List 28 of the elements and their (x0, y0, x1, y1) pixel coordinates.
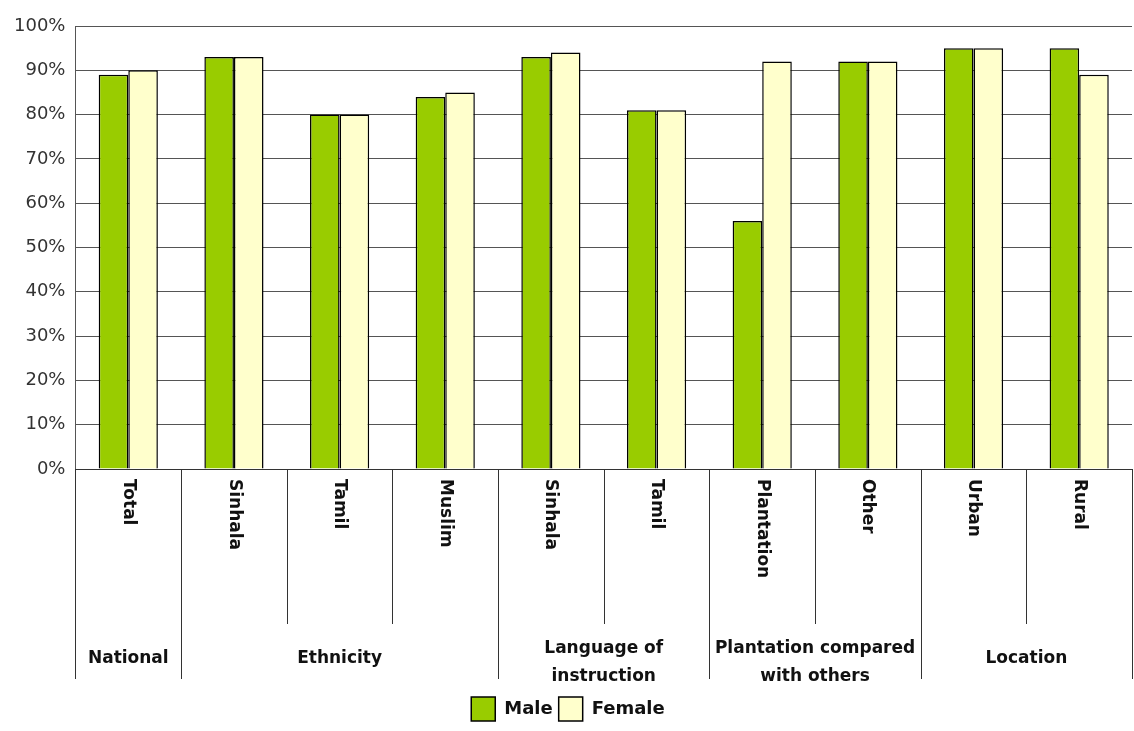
y-tick-label: 70% (25, 146, 66, 168)
y-tick-label: 10% (25, 412, 66, 434)
text: Ethnicity (297, 647, 383, 668)
x-tick-label: Plantation (753, 479, 774, 579)
x-tick-label: Tamil (331, 479, 352, 530)
x-tick-label: Rural (1070, 479, 1091, 530)
text: Location (985, 647, 1068, 668)
y-tick-label: 0% (36, 456, 66, 478)
x-tick-label: Sinhala (225, 479, 246, 551)
legend-label: Male (504, 696, 553, 718)
text: Language of instruction (544, 637, 664, 686)
y-tick-label: 80% (25, 102, 66, 124)
text: National (87, 647, 169, 668)
x-tick-label: Sinhala (542, 479, 563, 551)
y-tick-label: 40% (25, 279, 66, 301)
x-tick-label: Muslim (436, 479, 457, 548)
x-tick-label: Other (859, 479, 880, 535)
y-tick-label: 30% (25, 323, 66, 345)
x-tick-label: Total (119, 479, 140, 526)
y-tick-label: 100% (13, 13, 66, 35)
x-tick-label: Urban (965, 479, 986, 537)
legend-label: Female (591, 696, 665, 718)
y-tick-label: 90% (25, 57, 66, 79)
y-tick-label: 60% (25, 190, 66, 212)
y-tick-label: 50% (25, 235, 66, 257)
y-tick-label: 20% (25, 368, 66, 390)
text: Plantation compared with others (714, 637, 916, 686)
x-tick-label: Tamil (648, 479, 669, 530)
